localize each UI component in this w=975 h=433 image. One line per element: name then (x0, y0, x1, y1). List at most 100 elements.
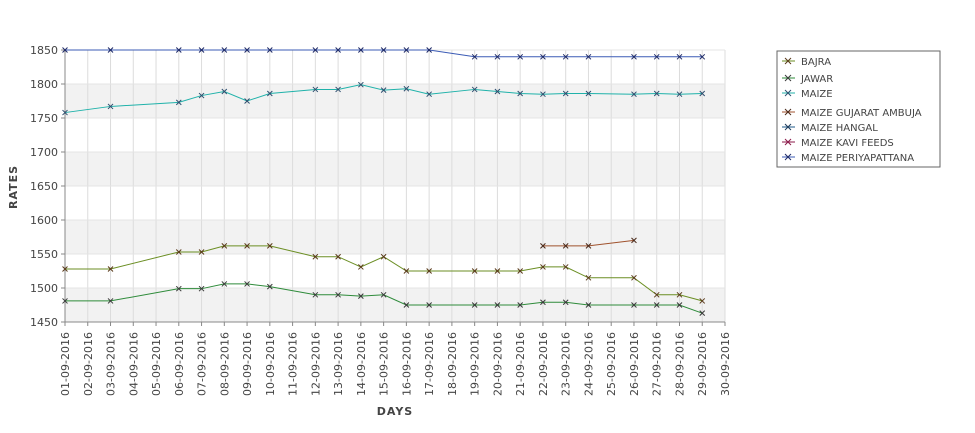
data-point (676, 53, 683, 60)
data-point-stroke (653, 302, 660, 308)
data-point-stroke (62, 47, 68, 53)
legend-label: MAIZE HANGAL (801, 123, 878, 134)
data-point-stroke (471, 268, 478, 274)
data-point-stroke (562, 53, 569, 60)
legend-marker (784, 74, 792, 82)
x-tick-label: 11-09-2016 (287, 332, 300, 396)
data-point-stroke (312, 47, 319, 53)
data-point (517, 302, 524, 308)
legend-label: MAIZE KAVI FEEDS (801, 138, 894, 149)
data-point-stroke (107, 298, 114, 304)
legend-marker (784, 153, 792, 161)
data-point (426, 268, 432, 274)
data-point (426, 302, 432, 308)
data-point-stroke (312, 291, 319, 298)
data-point-stroke (562, 242, 569, 249)
legend-item: BAJRA (782, 57, 831, 68)
data-point (517, 268, 524, 274)
data-point (403, 302, 410, 308)
data-point (244, 47, 250, 53)
data-point-stroke (653, 291, 660, 298)
x-tick-label: 03-09-2016 (105, 332, 118, 396)
data-point (335, 47, 341, 53)
x-tick-label: 29-09-2016 (696, 332, 709, 396)
y-tick-label: 1650 (30, 180, 58, 193)
x-tick-label: 13-09-2016 (332, 332, 345, 396)
data-point (699, 90, 706, 97)
data-point (426, 91, 432, 98)
data-point-stroke (471, 86, 478, 93)
series-markers (62, 47, 706, 317)
data-point-stroke (426, 302, 432, 308)
data-point (312, 86, 319, 93)
data-point-stroke (403, 47, 410, 53)
data-point (631, 274, 637, 281)
legend-item: MAIZE HANGAL (782, 123, 878, 134)
y-axis-title: RATES (7, 165, 20, 209)
x-tick-label: 07-09-2016 (196, 332, 209, 396)
data-point (358, 81, 364, 88)
data-point-stroke (403, 85, 410, 92)
data-point-stroke (699, 298, 706, 304)
x-tick-label: 25-09-2016 (605, 332, 618, 396)
data-point-stroke (244, 242, 250, 249)
x-tick-label: 01-09-2016 (59, 332, 72, 396)
x-tick-label: 26-09-2016 (628, 332, 641, 396)
data-point-stroke (676, 302, 683, 308)
data-point (175, 249, 182, 255)
data-point (631, 237, 637, 244)
data-point-stroke (198, 285, 205, 292)
legend-marker (784, 57, 792, 65)
data-point-stroke (471, 302, 478, 308)
data-point-stroke (335, 86, 341, 93)
data-point-stroke (585, 302, 592, 308)
data-point (699, 53, 706, 60)
data-point (631, 91, 637, 98)
data-point (62, 298, 68, 304)
data-point (494, 88, 501, 95)
legend-label: MAIZE (801, 89, 833, 100)
data-point (266, 47, 273, 53)
data-point-stroke (631, 53, 637, 60)
data-point (631, 302, 637, 308)
data-point-stroke (198, 249, 205, 255)
data-point (380, 253, 387, 260)
data-point (540, 264, 546, 270)
legend-marker (784, 123, 792, 131)
data-point (471, 302, 478, 308)
data-point (358, 293, 364, 300)
x-tick-label: 09-09-2016 (241, 332, 254, 396)
series-line-maize-gujarat-ambuja (542, 239, 635, 247)
data-point-stroke (221, 47, 228, 53)
data-point-stroke (62, 109, 68, 116)
data-point (62, 109, 68, 116)
plot-band (65, 152, 725, 186)
legend-item: MAIZE PERIYAPATTANA (782, 153, 914, 164)
x-tick-label: 27-09-2016 (651, 332, 664, 396)
data-point (699, 310, 706, 317)
data-point (517, 90, 524, 97)
data-point (107, 103, 114, 110)
x-tick-label: 06-09-2016 (173, 332, 186, 396)
x-tick-label: 04-09-2016 (127, 332, 140, 396)
data-point-stroke (266, 242, 273, 249)
data-point-stroke (676, 53, 683, 60)
x-tick-label: 20-09-2016 (491, 332, 504, 396)
y-tick-label: 1850 (30, 44, 58, 57)
data-point (653, 291, 660, 298)
data-point-stroke (631, 302, 637, 308)
data-point-stroke (676, 91, 683, 98)
data-point-stroke (221, 242, 228, 249)
data-point-stroke (358, 293, 364, 300)
data-point (198, 249, 205, 255)
data-point (62, 266, 68, 272)
data-point (175, 99, 182, 106)
data-point-stroke (676, 291, 683, 298)
data-point (312, 47, 319, 53)
data-point (699, 298, 706, 304)
data-point (562, 90, 569, 97)
data-point (653, 53, 660, 60)
plot-band (65, 220, 725, 254)
data-point (335, 291, 341, 298)
